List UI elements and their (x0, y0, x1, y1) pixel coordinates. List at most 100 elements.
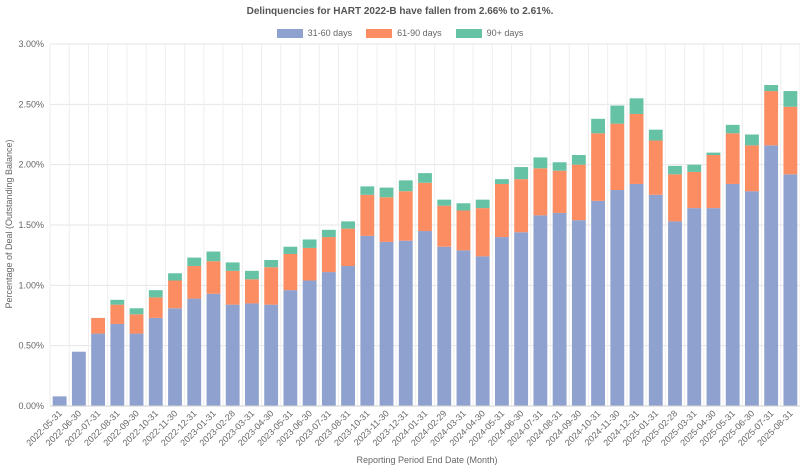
bar-31-60-days (456, 250, 471, 406)
bar-90-days (168, 273, 182, 281)
bar-31-60-days (110, 323, 125, 406)
bar-31-60-days (668, 221, 682, 406)
bar-31-60-days (648, 194, 663, 406)
bar-90-days (148, 290, 163, 298)
bar-61-90-days (302, 247, 317, 281)
bar-31-60-days (764, 145, 779, 407)
bar-31-60-days (264, 304, 279, 406)
bar-61-90-days (571, 164, 586, 221)
bar-31-60-days (629, 183, 644, 406)
bar-90-days (629, 98, 644, 114)
bar-31-60-days (706, 208, 721, 406)
bar-61-90-days (552, 170, 567, 213)
bar-31-60-days (302, 280, 317, 406)
bar-31-60-days (687, 208, 702, 406)
x-axis-title: Reporting Period End Date (Month) (356, 455, 497, 465)
bar-61-90-days (648, 140, 663, 195)
bar-31-60-days (168, 308, 182, 406)
bar-90-days (725, 124, 740, 134)
y-axis-title: Percentage of Deal (Outstanding Balance) (4, 139, 14, 308)
bar-90-days (514, 167, 529, 180)
bar-90-days (571, 155, 586, 165)
legend-item-90-plus[interactable]: 90+ days (455, 28, 524, 38)
bar-31-60-days (187, 298, 202, 406)
bar-90-days (591, 118, 605, 134)
bar-61-90-days (283, 253, 298, 291)
bar-61-90-days (148, 297, 163, 318)
bar-61-90-days (379, 197, 394, 242)
bar-61-90-days (91, 317, 105, 334)
bar-90-days (745, 134, 759, 146)
bar-31-60-days (341, 266, 355, 406)
legend-swatch-31-60 (276, 28, 303, 38)
bar-61-90-days (341, 228, 355, 267)
legend-label-90-plus: 90+ days (486, 28, 524, 38)
bar-61-90-days (591, 133, 605, 201)
legend-label-31-60: 31-60 days (307, 28, 353, 38)
bar-31-60-days (245, 303, 259, 406)
bar-31-60-days (398, 240, 413, 406)
bar-61-90-days (398, 191, 413, 241)
bar-90-days (206, 251, 221, 262)
bar-90-days (225, 262, 240, 271)
bar-61-90-days (418, 182, 432, 232)
y-tick-label: 0.50% (18, 341, 44, 351)
bar-90-days (418, 173, 432, 183)
bar-31-60-days (495, 237, 509, 406)
bar-90-days (341, 221, 355, 229)
bar-61-90-days (610, 123, 625, 191)
bars-layer (52, 85, 798, 407)
legend-swatch-61-90 (366, 28, 393, 38)
bar-31-60-days (610, 190, 625, 406)
chart-title: Delinquencies for HART 2022-B have falle… (246, 6, 554, 17)
bar-61-90-days (668, 174, 682, 222)
bar-31-60-days (745, 191, 759, 406)
bar-90-days (610, 105, 625, 124)
bar-31-60-days (225, 304, 240, 406)
bar-61-90-days (187, 266, 202, 299)
bar-31-60-days (148, 317, 163, 406)
bar-61-90-days (129, 314, 144, 334)
bar-31-60-days (71, 351, 86, 406)
bar-90-days (552, 162, 567, 171)
bar-61-90-days (475, 208, 490, 257)
bar-90-days (245, 270, 259, 280)
bar-31-60-days (437, 246, 452, 406)
bar-61-90-days (110, 304, 125, 324)
y-tick-label: 2.00% (18, 160, 44, 170)
bar-90-days (706, 152, 721, 156)
bar-61-90-days (495, 183, 509, 238)
bar-61-90-days (245, 279, 259, 304)
bar-31-60-days (91, 333, 105, 406)
bar-90-days (764, 85, 779, 92)
legend-swatch-90-plus (455, 28, 482, 38)
legend: 31-60 days 61-90 days 90+ days (0, 28, 800, 38)
bar-61-90-days (764, 91, 779, 146)
bar-61-90-days (687, 171, 702, 209)
bar-90-days (668, 165, 682, 175)
legend-item-31-60[interactable]: 31-60 days (276, 28, 353, 38)
legend-item-61-90[interactable]: 61-90 days (366, 28, 442, 38)
bar-61-90-days (225, 270, 240, 305)
bar-31-60-days (129, 333, 144, 406)
bar-90-days (379, 187, 394, 198)
bar-90-days (783, 91, 798, 107)
bar-90-days (398, 180, 413, 192)
y-tick-label: 1.50% (18, 220, 44, 230)
y-tick-label: 1.00% (18, 280, 44, 290)
bar-31-60-days (360, 235, 375, 406)
bar-61-90-days (745, 145, 759, 192)
bar-90-days (475, 199, 490, 209)
bar-90-days (321, 229, 336, 238)
bar-90-days (187, 257, 202, 267)
bar-61-90-days (629, 113, 644, 184)
bar-31-60-days (514, 232, 529, 406)
bar-31-60-days (591, 200, 605, 406)
y-tick-label: 3.00% (18, 39, 44, 49)
bar-90-days (687, 164, 702, 172)
bar-61-90-days (783, 106, 798, 175)
bar-61-90-days (725, 133, 740, 184)
bar-31-60-days (571, 220, 586, 406)
bar-90-days (533, 157, 548, 169)
bar-61-90-days (533, 168, 548, 216)
